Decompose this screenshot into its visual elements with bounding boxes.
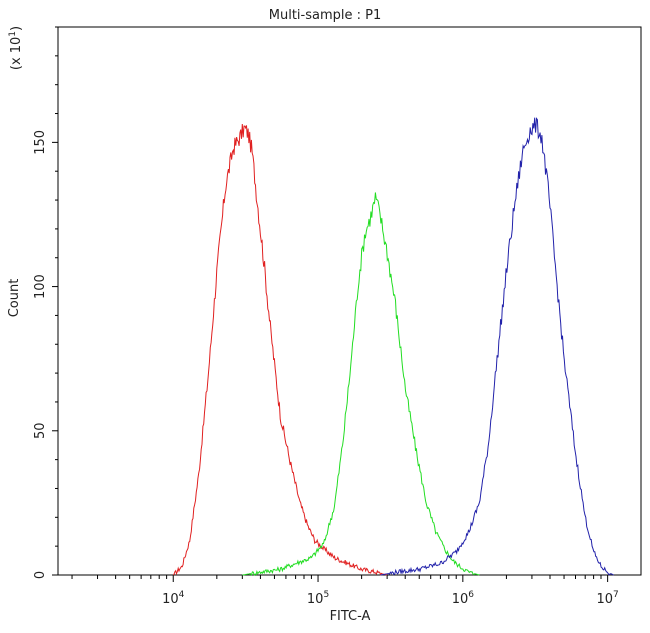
y-multiplier-close: ) [9, 26, 24, 31]
histogram-series-2 [242, 192, 480, 577]
x-axis: 104 105 106 107 [71, 575, 619, 607]
svg-text:(x 101): (x 101) [8, 26, 24, 70]
plot-frame [57, 26, 642, 576]
x-tick-label: 106 [452, 590, 475, 607]
series-layer [172, 117, 614, 577]
y-tick-label: 50 [33, 423, 48, 440]
y-multiplier-label: (x 101) [8, 26, 24, 70]
x-tick-label: 107 [596, 590, 618, 607]
y-tick-label: 0 [33, 571, 48, 579]
y-axis: 0 50 100 150 [33, 26, 58, 579]
y-tick-label: 150 [33, 130, 48, 155]
y-multiplier-base: (x 10 [9, 37, 24, 70]
chart-title: Multi-sample : P1 [269, 8, 382, 23]
y-tick-label: 100 [33, 274, 48, 299]
x-tick-label: 104 [162, 590, 185, 607]
x-axis-label: FITC-A [330, 609, 371, 624]
histogram-series-3 [380, 117, 614, 576]
x-tick-label: 105 [307, 590, 329, 607]
histogram-series-1 [172, 123, 388, 576]
y-axis-label: Count [7, 279, 22, 318]
y-multiplier-exp: 1 [8, 31, 18, 37]
